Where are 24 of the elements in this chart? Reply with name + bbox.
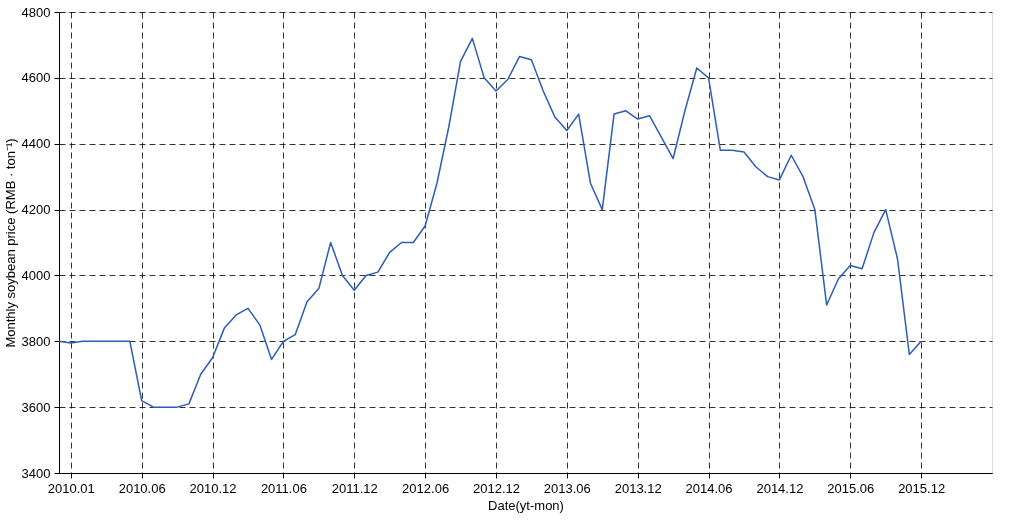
- x-tick-label: 2013.12: [614, 480, 662, 496]
- y-tick-label: 4600: [21, 70, 51, 86]
- x-tick-label: 2011.12: [331, 480, 378, 496]
- y-tick-label: 4800: [21, 4, 51, 20]
- x-tick-label: 2014.06: [685, 480, 733, 496]
- x-tick-label: 2011.06: [260, 480, 307, 496]
- y-tick-label: 3400: [21, 465, 51, 481]
- x-tick-label: 2015.12: [898, 480, 946, 496]
- y-tick-label: 4400: [21, 136, 51, 152]
- x-tick-label: 2013.06: [543, 480, 591, 496]
- y-tick-label: 4000: [21, 267, 51, 283]
- y-tick-label: 3600: [21, 399, 51, 415]
- x-tick-label: 2010.01: [47, 480, 95, 496]
- x-tick-label: 2012.12: [472, 480, 520, 496]
- y-tick-label: 4200: [21, 202, 51, 218]
- x-tick-label: 2010.06: [118, 480, 166, 496]
- line-series: [58, 37, 922, 408]
- x-tick-label: 2015.06: [827, 480, 875, 496]
- x-tick-label: 2014.12: [756, 480, 804, 496]
- y-tick-label: 3800: [21, 333, 51, 349]
- x-tick-label: 2012.06: [402, 480, 450, 496]
- x-tick-label: 2010.12: [189, 480, 237, 496]
- y-axis-title: Monthly soybean price (RMB · ton⁻¹): [2, 138, 18, 348]
- x-axis-title: Date(yt-mon): [488, 497, 564, 513]
